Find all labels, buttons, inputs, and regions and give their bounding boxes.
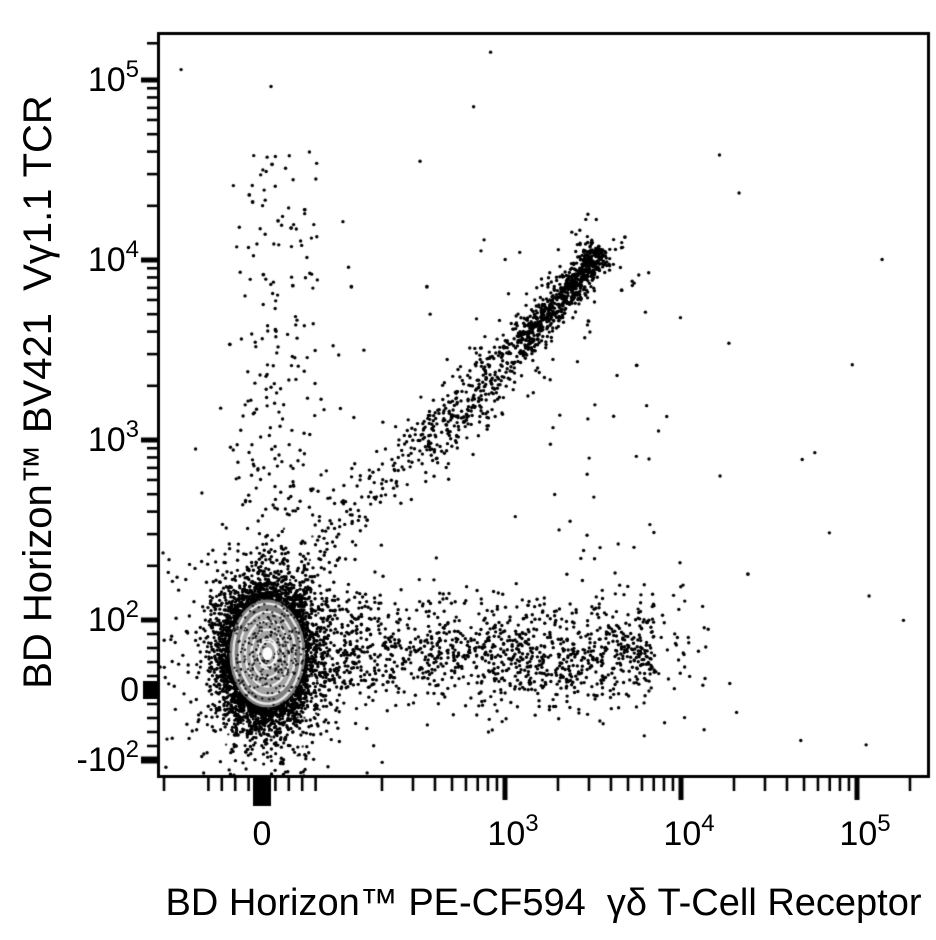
x-axis-title: BD Horizon™ PE-CF594 γδ T-Cell Receptor [165, 882, 922, 924]
x-tick-label: 104 [663, 810, 715, 853]
y-tick-label: 102 [87, 596, 139, 639]
y-tick-label: -102 [76, 736, 140, 779]
y-axis-title: BD Horizon™ BV421 Vγ1.1 TCR [16, 95, 60, 689]
x-tick-label: 105 [839, 810, 891, 853]
y-tick-label: 103 [87, 416, 139, 459]
y-tick-label: 0 [120, 671, 139, 709]
y-tick-label: 105 [87, 56, 139, 99]
x-tick-label: 103 [487, 810, 539, 853]
x-tick-label: 0 [252, 815, 272, 853]
y-tick-label: 104 [87, 236, 139, 279]
